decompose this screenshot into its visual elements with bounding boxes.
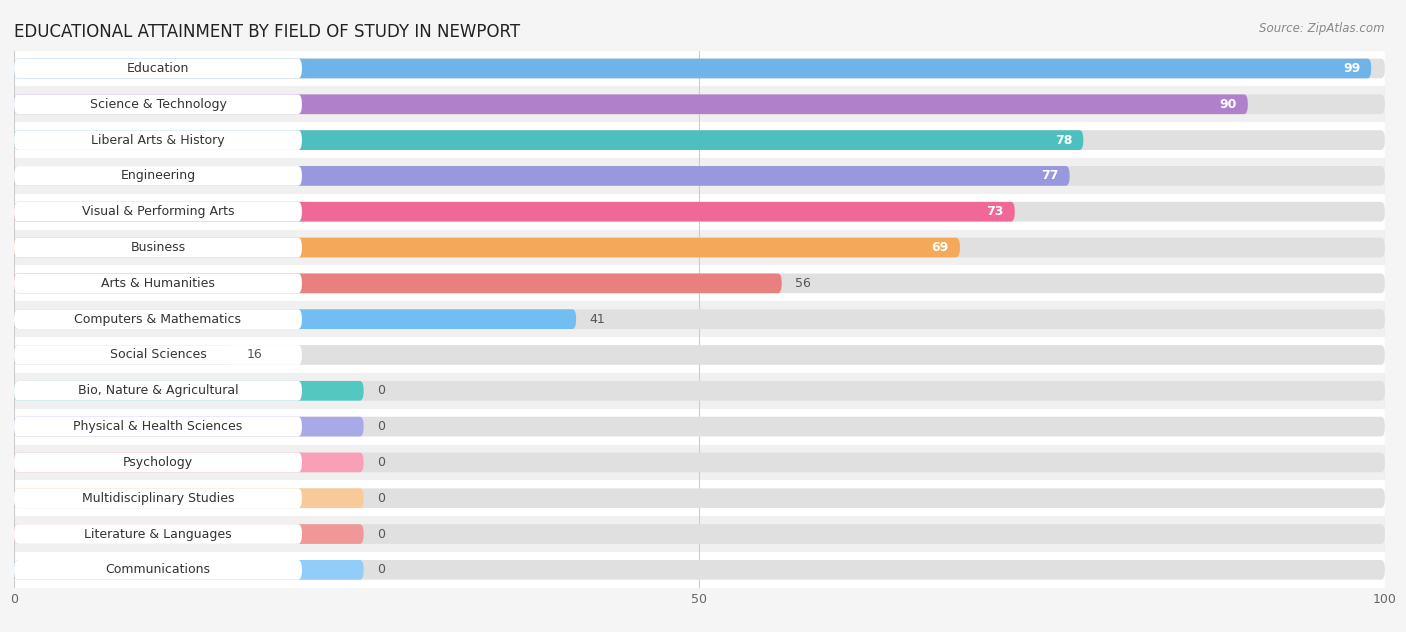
FancyBboxPatch shape (14, 489, 1385, 508)
FancyBboxPatch shape (14, 94, 302, 114)
Bar (14, 409, 1385, 444)
Text: Business: Business (131, 241, 186, 254)
FancyBboxPatch shape (14, 166, 302, 186)
Text: Computers & Mathematics: Computers & Mathematics (75, 313, 242, 325)
Text: Multidisciplinary Studies: Multidisciplinary Studies (82, 492, 235, 505)
Text: 0: 0 (377, 384, 385, 398)
Text: Visual & Performing Arts: Visual & Performing Arts (82, 205, 235, 218)
FancyBboxPatch shape (14, 489, 302, 508)
Text: 0: 0 (377, 456, 385, 469)
Text: Liberal Arts & History: Liberal Arts & History (91, 133, 225, 147)
Bar (14, 301, 1385, 337)
Bar (14, 158, 1385, 194)
Bar (14, 444, 1385, 480)
FancyBboxPatch shape (14, 130, 1084, 150)
Text: 78: 78 (1054, 133, 1073, 147)
FancyBboxPatch shape (14, 345, 233, 365)
Text: 0: 0 (377, 563, 385, 576)
Text: 56: 56 (796, 277, 811, 290)
FancyBboxPatch shape (14, 524, 302, 544)
FancyBboxPatch shape (14, 59, 1385, 78)
FancyBboxPatch shape (14, 560, 364, 580)
Text: 0: 0 (377, 420, 385, 433)
Text: Source: ZipAtlas.com: Source: ZipAtlas.com (1260, 22, 1385, 35)
Bar (14, 229, 1385, 265)
Text: 73: 73 (987, 205, 1004, 218)
Text: 0: 0 (377, 528, 385, 540)
FancyBboxPatch shape (14, 489, 364, 508)
Text: Physical & Health Sciences: Physical & Health Sciences (73, 420, 243, 433)
FancyBboxPatch shape (14, 59, 302, 78)
FancyBboxPatch shape (14, 453, 1385, 472)
Bar (14, 516, 1385, 552)
FancyBboxPatch shape (14, 381, 1385, 401)
Bar (14, 552, 1385, 588)
Text: 99: 99 (1343, 62, 1360, 75)
FancyBboxPatch shape (14, 274, 782, 293)
FancyBboxPatch shape (14, 345, 1385, 365)
FancyBboxPatch shape (14, 238, 302, 257)
Text: Arts & Humanities: Arts & Humanities (101, 277, 215, 290)
Text: Psychology: Psychology (122, 456, 193, 469)
Bar (14, 337, 1385, 373)
FancyBboxPatch shape (14, 130, 1385, 150)
FancyBboxPatch shape (14, 416, 302, 437)
FancyBboxPatch shape (14, 202, 1015, 222)
Text: 0: 0 (377, 492, 385, 505)
Text: 77: 77 (1042, 169, 1059, 183)
FancyBboxPatch shape (14, 309, 576, 329)
FancyBboxPatch shape (14, 453, 302, 472)
Text: Social Sciences: Social Sciences (110, 348, 207, 362)
FancyBboxPatch shape (14, 524, 1385, 544)
FancyBboxPatch shape (14, 345, 302, 365)
FancyBboxPatch shape (14, 238, 1385, 257)
FancyBboxPatch shape (14, 202, 1385, 222)
Bar (14, 373, 1385, 409)
FancyBboxPatch shape (14, 130, 302, 150)
Bar (14, 122, 1385, 158)
Text: Engineering: Engineering (121, 169, 195, 183)
FancyBboxPatch shape (14, 166, 1385, 186)
FancyBboxPatch shape (14, 94, 1385, 114)
FancyBboxPatch shape (14, 560, 302, 580)
Text: Literature & Languages: Literature & Languages (84, 528, 232, 540)
Text: 16: 16 (247, 348, 263, 362)
Bar (14, 51, 1385, 87)
Bar (14, 480, 1385, 516)
Text: Education: Education (127, 62, 190, 75)
FancyBboxPatch shape (14, 524, 364, 544)
FancyBboxPatch shape (14, 274, 302, 293)
FancyBboxPatch shape (14, 59, 1371, 78)
FancyBboxPatch shape (14, 381, 364, 401)
Text: Bio, Nature & Agricultural: Bio, Nature & Agricultural (77, 384, 238, 398)
Bar (14, 194, 1385, 229)
FancyBboxPatch shape (14, 309, 1385, 329)
Text: 41: 41 (591, 313, 606, 325)
FancyBboxPatch shape (14, 560, 1385, 580)
Text: EDUCATIONAL ATTAINMENT BY FIELD OF STUDY IN NEWPORT: EDUCATIONAL ATTAINMENT BY FIELD OF STUDY… (14, 23, 520, 40)
Text: 69: 69 (932, 241, 949, 254)
FancyBboxPatch shape (14, 309, 302, 329)
FancyBboxPatch shape (14, 381, 302, 401)
FancyBboxPatch shape (14, 238, 960, 257)
Text: 90: 90 (1219, 98, 1237, 111)
FancyBboxPatch shape (14, 416, 1385, 437)
Bar (14, 87, 1385, 122)
FancyBboxPatch shape (14, 416, 364, 437)
Text: Science & Technology: Science & Technology (90, 98, 226, 111)
FancyBboxPatch shape (14, 166, 1070, 186)
FancyBboxPatch shape (14, 453, 364, 472)
FancyBboxPatch shape (14, 274, 1385, 293)
Text: Communications: Communications (105, 563, 211, 576)
FancyBboxPatch shape (14, 202, 302, 222)
Bar (14, 265, 1385, 301)
FancyBboxPatch shape (14, 94, 1249, 114)
